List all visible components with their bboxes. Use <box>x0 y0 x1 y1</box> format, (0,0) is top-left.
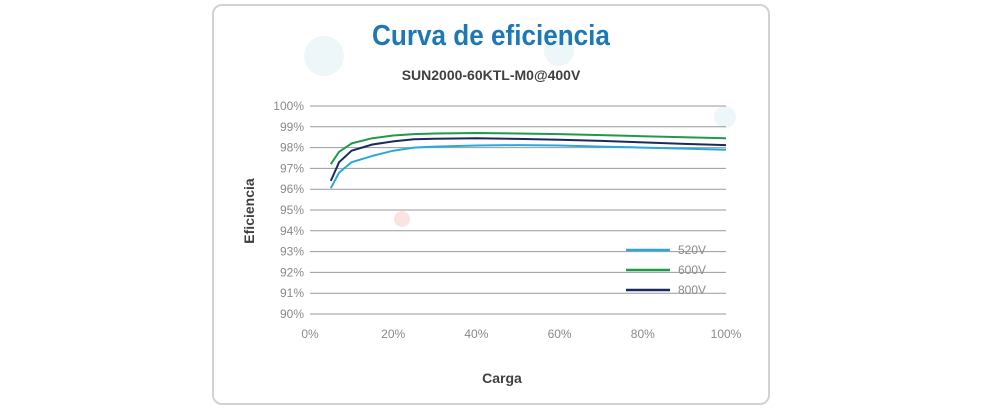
axis-layer: 90% 91% 92% 93% 94% 95% 96% 97% 98% 99% 100% 0% 20% 4… <box>273 99 741 341</box>
y-tick-label: 96% <box>280 182 304 196</box>
watermark-circle-4 <box>714 106 736 128</box>
legend-label-520V: 520V <box>678 243 706 257</box>
x-tick-label: 80% <box>631 327 655 341</box>
x-tick-label: 0% <box>301 327 319 341</box>
y-tick-label: 94% <box>280 224 304 238</box>
series-line-600V <box>329 132 727 165</box>
y-tick-label: 91% <box>280 286 304 300</box>
series-line-800V <box>329 137 727 182</box>
legend-layer: 520V 600V 800V <box>626 243 706 297</box>
series-layer <box>329 132 727 189</box>
x-tick-label: 20% <box>381 327 405 341</box>
y-tick-label: 93% <box>280 245 304 259</box>
x-tick-label: 40% <box>464 327 488 341</box>
x-tick-label: 60% <box>548 327 572 341</box>
chart-card: Curva de eficiencia SUN2000-60KTL-M0@400… <box>212 4 770 405</box>
y-tick-label: 92% <box>280 265 304 279</box>
watermark-circle-3 <box>394 211 410 227</box>
y-tick-label: 99% <box>280 120 304 134</box>
efficiency-chart: 90% 91% 92% 93% 94% 95% 96% 97% 98% 99% 100% 0% 20% 4… <box>241 99 742 386</box>
y-tick-label: 90% <box>280 307 304 321</box>
y-tick-label: 98% <box>280 141 304 155</box>
chart-title: Curva de eficiencia <box>372 20 610 52</box>
watermark-circle-1 <box>304 36 344 76</box>
y-axis-title: Eficiencia <box>241 178 257 244</box>
x-tick-label: 100% <box>711 327 742 341</box>
legend-label-600V: 600V <box>678 263 706 277</box>
y-tick-label: 100% <box>273 99 304 113</box>
y-tick-label: 97% <box>280 161 304 175</box>
y-tick-label: 95% <box>280 203 304 217</box>
watermark-circle-2 <box>544 36 574 66</box>
chart-subtitle: SUN2000-60KTL-M0@400V <box>401 67 581 83</box>
x-axis-title: Carga <box>482 370 522 386</box>
legend-label-800V: 800V <box>678 283 706 297</box>
series-line-520V <box>329 144 727 189</box>
